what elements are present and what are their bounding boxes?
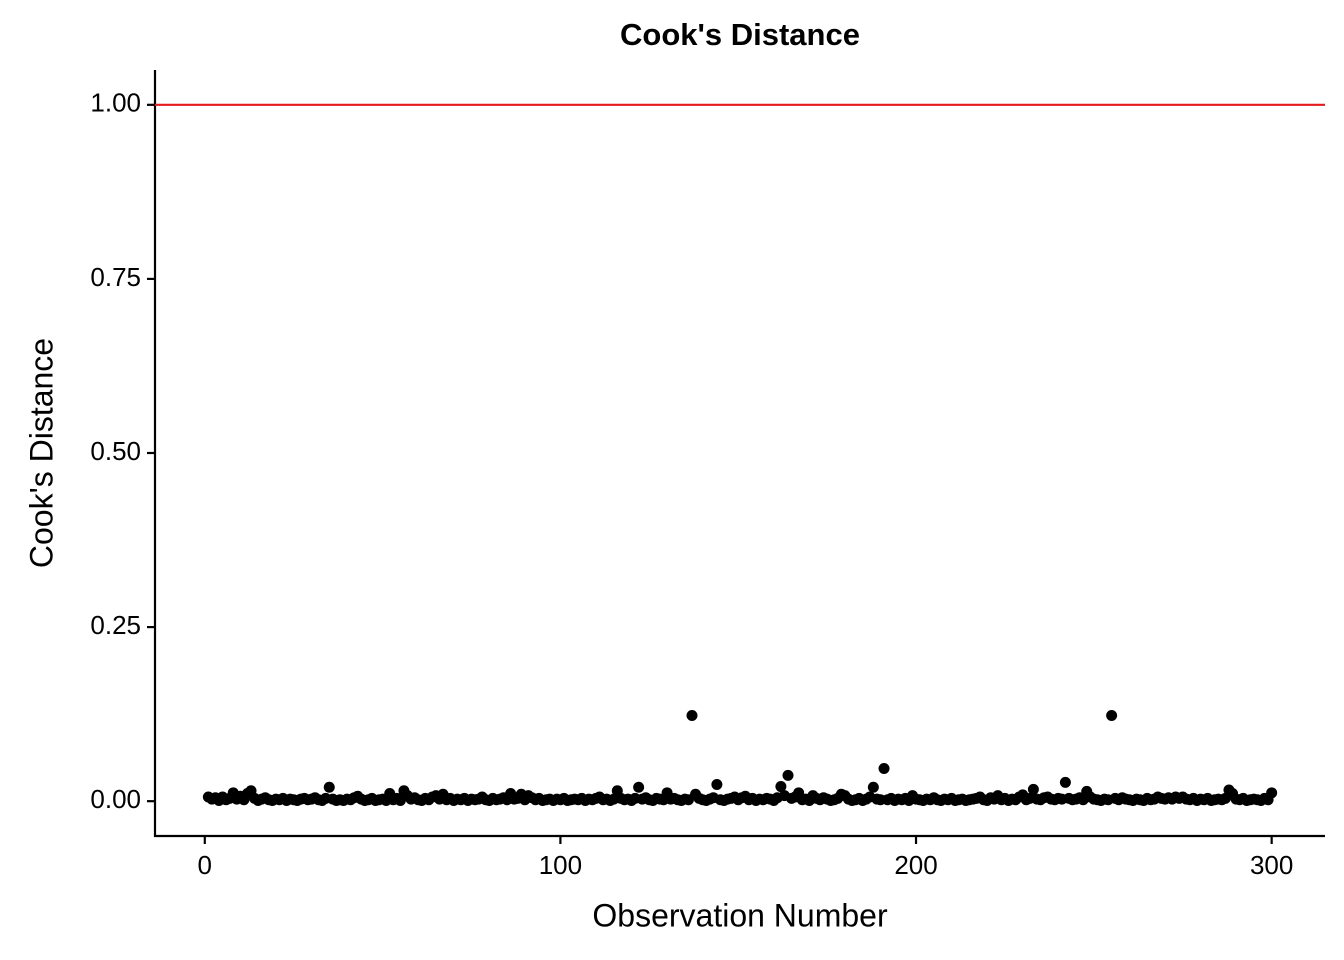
point — [1266, 787, 1278, 799]
y-tick-label: 0.75 — [90, 262, 141, 292]
point — [867, 781, 879, 793]
point — [686, 710, 698, 722]
point — [711, 778, 723, 790]
point — [775, 781, 787, 793]
point — [1027, 783, 1039, 795]
point — [782, 769, 794, 781]
x-tick-label: 300 — [1250, 850, 1293, 880]
y-tick-label: 0.25 — [90, 610, 141, 640]
x-tick-label: 100 — [539, 850, 582, 880]
x-axis-title: Observation Number — [592, 897, 888, 933]
chart-title: Cook's Distance — [620, 17, 860, 52]
y-tick-label: 1.00 — [90, 88, 141, 118]
point — [323, 781, 335, 793]
point — [633, 781, 645, 793]
y-tick-label: 0.50 — [90, 436, 141, 466]
point — [1059, 776, 1071, 788]
point — [878, 762, 890, 774]
x-tick-label: 0 — [198, 850, 212, 880]
y-tick-label: 0.00 — [90, 784, 141, 814]
point — [1106, 710, 1118, 722]
x-tick-label: 200 — [894, 850, 937, 880]
y-axis-title: Cook's Distance — [23, 338, 59, 568]
